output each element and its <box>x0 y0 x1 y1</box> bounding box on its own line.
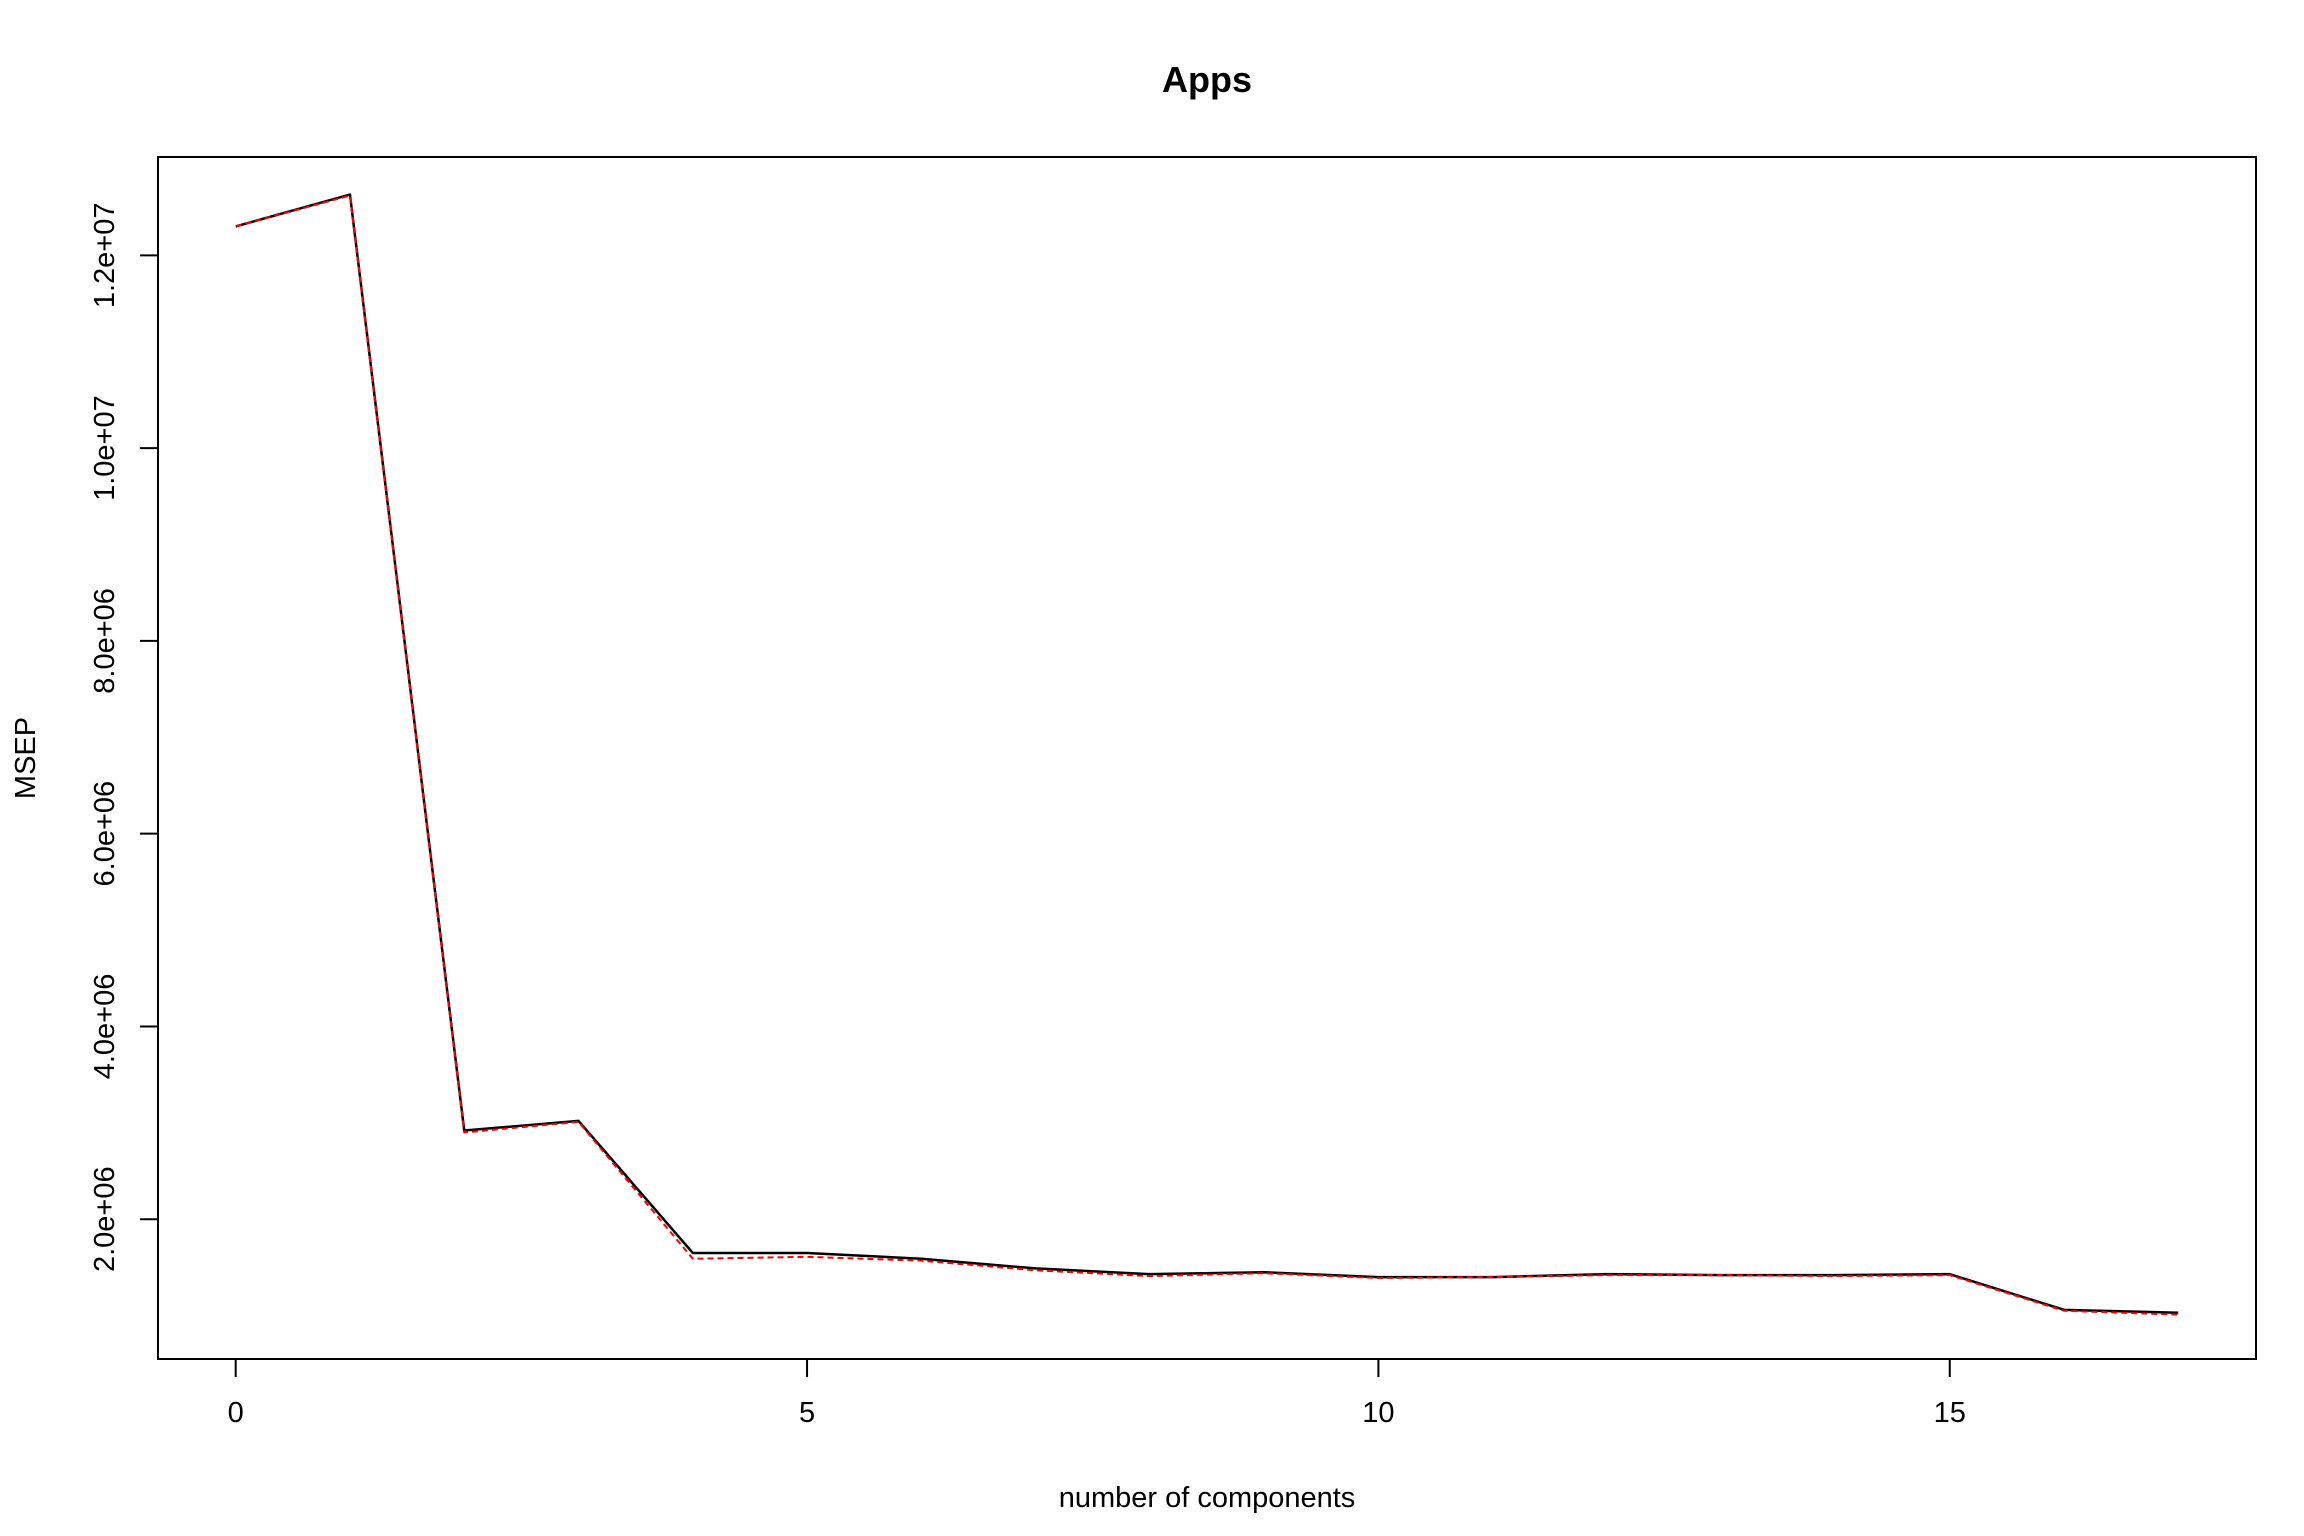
y-tick-label: 2.0e+06 <box>89 1166 121 1272</box>
x-tick-label: 0 <box>228 1397 244 1429</box>
x-tick-label: 15 <box>1934 1397 1966 1429</box>
x-tick-label: 5 <box>799 1397 815 1429</box>
series-line-dashed <box>235 194 2179 1316</box>
y-tick-label: 6.0e+06 <box>89 781 121 887</box>
y-axis-ticks: 2.0e+06 4.0e+06 6.0e+06 8.0e+06 1.0e+07 1.2e+… <box>89 202 159 1272</box>
series-line-solid <box>235 193 2179 1314</box>
y-tick-label: 1.0e+07 <box>89 395 121 501</box>
x-tick-label: 10 <box>1362 1397 1394 1429</box>
chart-title: Apps <box>1162 59 1252 100</box>
y-axis-label: MSEP <box>10 717 42 799</box>
y-tick-label: 1.2e+07 <box>89 202 121 308</box>
x-axis-label: number of components <box>1059 1482 1356 1514</box>
series-layer <box>235 193 2179 1316</box>
x-axis-ticks: 0 5 10 15 <box>228 1358 1966 1429</box>
y-tick-label: 8.0e+06 <box>89 588 121 694</box>
y-tick-label: 4.0e+06 <box>89 974 121 1080</box>
